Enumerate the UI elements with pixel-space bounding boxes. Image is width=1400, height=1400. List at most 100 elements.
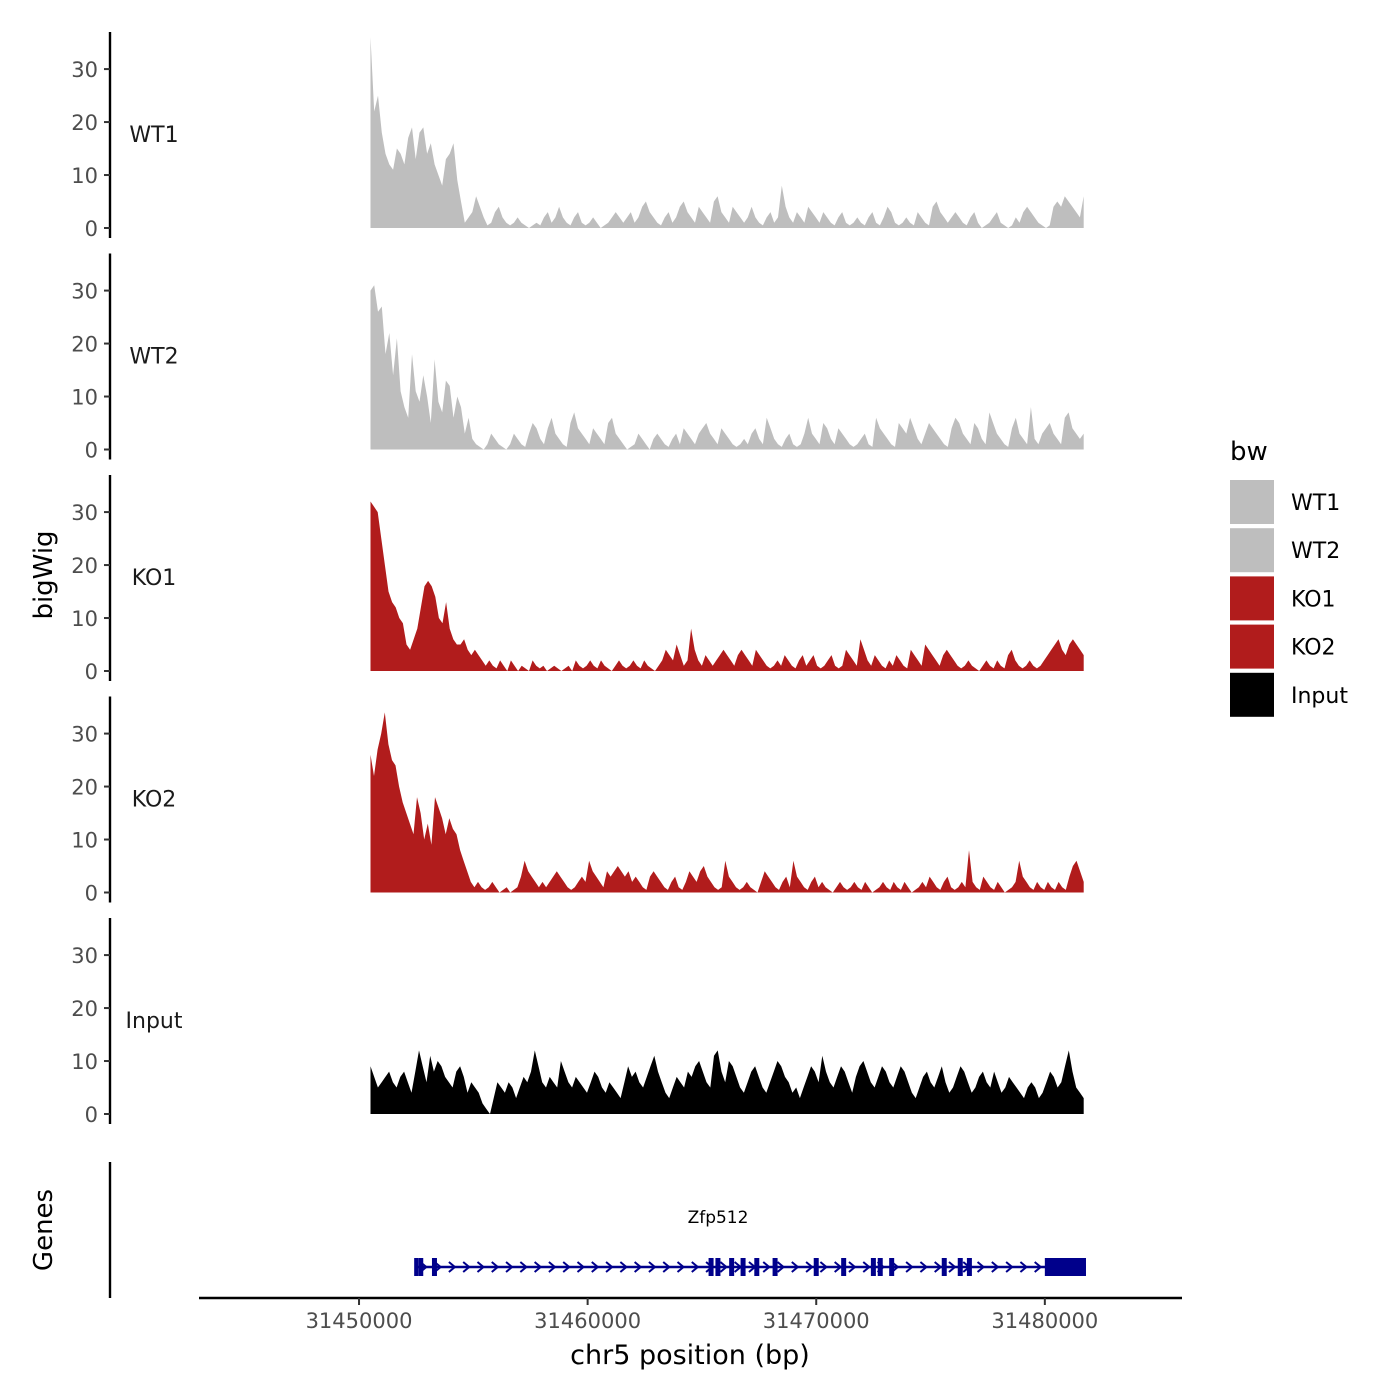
exon-block: [941, 1258, 947, 1276]
last-exon-block: [1044, 1258, 1086, 1276]
strand-arrow: [905, 1261, 914, 1273]
strand-arrow: [505, 1261, 514, 1273]
x-tick-label-2: 31470000: [763, 1309, 870, 1333]
strand-arrow: [919, 1261, 928, 1273]
legend-label-input: Input: [1291, 684, 1348, 709]
strand-arrow: [1034, 1261, 1043, 1273]
legend-swatch-ko2: [1230, 624, 1274, 669]
strand-arrow: [819, 1261, 828, 1273]
legend-entries: WT1 WT2 KO1 KO2 Input: [1230, 480, 1348, 717]
strand-arrow: [791, 1261, 800, 1273]
y-tick-label-input-0: 0: [85, 1103, 98, 1127]
strand-arrow: [776, 1261, 786, 1273]
strand-arrow: [448, 1261, 457, 1273]
y-tick-label-wt1-30: 30: [71, 58, 98, 82]
legend: bw WT1 WT2 KO1 KO2 Input: [1230, 437, 1348, 717]
track-label-ko1: KO1: [132, 566, 177, 591]
exon-block: [966, 1258, 972, 1276]
y-tick-label-ko2-30: 30: [71, 723, 98, 747]
exon-block: [708, 1258, 714, 1276]
y-tick-label-input-10: 10: [71, 1050, 98, 1074]
track-panel-input: 0 10 20 30 Input: [71, 918, 1084, 1127]
strand-arrow: [805, 1261, 814, 1273]
y-tick-label-wt1-10: 10: [71, 164, 98, 188]
strand-arrow: [562, 1261, 571, 1273]
exon-block: [729, 1258, 735, 1276]
y-tick-label-wt2-20: 20: [71, 333, 98, 357]
strand-arrow: [934, 1261, 943, 1273]
x-tick-label-1: 31460000: [534, 1309, 641, 1333]
strand-arrow: [619, 1261, 628, 1273]
exon-block: [870, 1258, 876, 1276]
x-axis-title: chr5 position (bp): [570, 1340, 810, 1371]
track-panel-ko2: 0 10 20 30 KO2: [71, 696, 1084, 906]
gene-model: [414, 1258, 1086, 1276]
gene-start-exon: [414, 1258, 419, 1276]
strand-arrow: [834, 1261, 843, 1273]
strand-arrow: [648, 1261, 657, 1273]
y-tick-label-wt2-10: 10: [71, 386, 98, 410]
gene-panel-label: Genes: [29, 1189, 59, 1271]
strand-arrow: [1019, 1261, 1028, 1273]
exon-block: [715, 1258, 721, 1276]
strand-arrow: [519, 1261, 528, 1273]
track-label-input: Input: [126, 1009, 183, 1034]
y-tick-label-wt1-0: 0: [85, 217, 98, 241]
strand-arrow: [676, 1261, 686, 1273]
x-tick-label-3: 31480000: [991, 1309, 1098, 1333]
exon-block: [418, 1258, 424, 1276]
strand-arrow: [848, 1261, 857, 1273]
legend-label-wt2: WT2: [1291, 539, 1340, 564]
coverage-area-ko1: [370, 501, 1084, 671]
y-tick-label-ko1-0: 0: [85, 660, 98, 684]
legend-swatch-wt1: [1230, 480, 1274, 524]
strand-arrow: [862, 1261, 871, 1273]
y-tick-label-ko1-30: 30: [71, 501, 98, 525]
legend-swatch-input: [1230, 672, 1274, 717]
strand-arrow: [633, 1261, 643, 1273]
strand-arrow: [762, 1261, 771, 1273]
coverage-area-input: [370, 1050, 1084, 1114]
exon-block: [772, 1258, 778, 1276]
y-tick-label-wt2-30: 30: [71, 280, 98, 304]
x-axis: 31450000 31460000 31470000 31480000 chr5 po…: [199, 1296, 1182, 1371]
strand-arrow: [1005, 1261, 1014, 1273]
y-tick-label-wt2-0: 0: [85, 439, 98, 463]
strand-arrow: [462, 1261, 471, 1273]
y-tick-label-wt1-20: 20: [71, 111, 98, 135]
strand-arrow: [576, 1261, 586, 1273]
strand-arrow: [991, 1261, 1000, 1273]
coverage-area-wt2: [370, 285, 1084, 450]
track-panel-wt2: 0 10 20 30 WT2: [71, 253, 1084, 463]
track-panel-ko1: 0 10 20 30 KO1: [71, 475, 1084, 684]
legend-swatch-wt2: [1230, 528, 1274, 573]
strand-arrow: [533, 1261, 543, 1273]
strand-arrow: [476, 1261, 486, 1273]
track-label-wt2: WT2: [129, 345, 178, 370]
exon-block: [754, 1258, 760, 1276]
legend-label-ko1: KO1: [1291, 587, 1336, 612]
y-tick-label-ko2-0: 0: [85, 882, 98, 906]
strand-arrow: [548, 1261, 557, 1273]
y-tick-label-ko1-20: 20: [71, 554, 98, 578]
y-axis-title: bigWig: [29, 530, 59, 619]
y-tick-label-ko2-10: 10: [71, 829, 98, 853]
track-panels: 0 10 20 30 WT1 0 10 20 30 WT2 0 10 20 30 KO1 0 10 20 30 KO2…: [71, 32, 1084, 1127]
y-tick-label-ko2-20: 20: [71, 776, 98, 800]
strand-arrow: [691, 1261, 700, 1273]
legend-title: bw: [1230, 437, 1268, 467]
y-tick-label-input-30: 30: [71, 944, 98, 968]
legend-label-ko2: KO2: [1291, 636, 1336, 661]
y-tick-label-input-20: 20: [71, 997, 98, 1021]
track-panel-wt1: 0 10 20 30 WT1: [71, 32, 1084, 241]
legend-label-wt1: WT1: [1291, 491, 1340, 516]
x-ticks: 31450000 31460000 31470000 31480000: [306, 1298, 1098, 1333]
y-tick-label-ko1-10: 10: [71, 607, 98, 631]
coverage-area-wt1: [370, 37, 1084, 228]
strand-arrow: [976, 1261, 986, 1273]
strand-arrow: [605, 1261, 614, 1273]
x-tick-label-0: 31450000: [306, 1309, 413, 1333]
gene-panel: Genes Zfp512: [29, 1162, 1086, 1298]
strand-arrow: [591, 1261, 600, 1273]
